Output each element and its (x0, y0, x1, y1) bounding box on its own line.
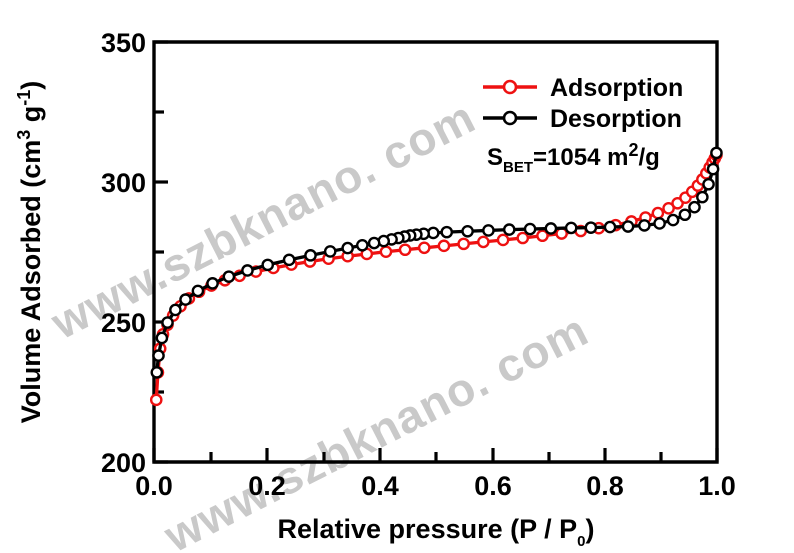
data-point (241, 264, 254, 277)
data-point (621, 220, 635, 233)
data-point (282, 253, 296, 267)
x-tick-label-3: 0.6 (474, 471, 512, 501)
x-axis-tick-labels: 0.0 0.2 0.4 0.6 0.8 1.0 (135, 471, 736, 501)
legend-item-adsorption[interactable]: Adsorption (483, 74, 683, 102)
data-point (437, 239, 451, 253)
data-point (653, 217, 666, 230)
y-axis-ticks (154, 40, 168, 464)
sbet-annotation: SBET=1054 m2/g (487, 140, 660, 176)
data-point (523, 222, 537, 236)
data-point (564, 221, 578, 235)
y-tick-label-350: 350 (101, 28, 146, 58)
legend: Adsorption Desorption (483, 74, 683, 133)
data-point (169, 303, 182, 317)
data-point (477, 235, 490, 249)
data-point (482, 224, 495, 237)
data-series-layer (149, 146, 723, 407)
data-point (161, 316, 174, 329)
data-point (206, 277, 219, 290)
data-point (323, 245, 337, 258)
y-tick-label-250: 250 (101, 308, 146, 338)
data-point (461, 224, 474, 238)
series-adsorption (149, 148, 723, 407)
data-point (356, 238, 369, 252)
legend-marker-adsorption (502, 79, 518, 95)
data-point (440, 225, 454, 239)
data-point (496, 233, 510, 247)
data-point (222, 270, 236, 283)
data-point (379, 245, 393, 259)
x-axis-ticks (152, 448, 719, 462)
legend-marker-desorption (502, 110, 518, 126)
data-point (678, 208, 692, 222)
data-point (150, 366, 164, 379)
data-point (544, 222, 558, 235)
data-point (536, 229, 549, 243)
data-point (555, 227, 568, 240)
data-point (584, 221, 598, 234)
data-point (341, 241, 354, 255)
data-point (666, 213, 680, 227)
data-point (710, 146, 723, 160)
x-tick-label-5: 1.0 (698, 471, 736, 501)
y-axis-title: Volume Adsorbed (cm3 g-1) (14, 81, 46, 424)
data-point (603, 220, 617, 234)
data-point (398, 243, 412, 257)
x-tick-label-0: 0.0 (135, 471, 173, 501)
y-tick-label-300: 300 (101, 168, 146, 198)
series-line-desorption (155, 152, 719, 373)
data-point (662, 202, 675, 215)
x-axis-title: Relative pressure (P / P0) (278, 514, 595, 550)
data-point (304, 249, 317, 262)
data-point (706, 162, 720, 176)
data-point (179, 293, 192, 306)
legend-item-desorption[interactable]: Desorption (483, 105, 682, 133)
data-point (702, 177, 715, 191)
data-point (149, 393, 163, 407)
data-point (502, 223, 516, 236)
data-point (457, 237, 470, 251)
legend-label-desorption: Desorption (550, 105, 682, 133)
data-point (638, 219, 651, 232)
x-tick-label-4: 0.8 (586, 471, 624, 501)
data-point (152, 349, 165, 362)
series-desorption (150, 146, 723, 379)
y-axis-tick-labels: 350 300 250 200 (101, 28, 146, 478)
data-point (261, 258, 275, 272)
data-point (417, 241, 431, 255)
data-point (155, 331, 169, 345)
data-point (651, 206, 665, 220)
y-tick-label-200: 200 (101, 448, 146, 478)
x-tick-label-2: 0.4 (361, 471, 399, 501)
legend-label-adsorption: Adsorption (550, 74, 683, 102)
data-point (191, 284, 205, 298)
data-point (516, 231, 530, 245)
x-tick-label-1: 0.2 (248, 471, 286, 501)
data-point (696, 190, 709, 204)
data-point (367, 236, 381, 250)
data-point (688, 200, 701, 214)
